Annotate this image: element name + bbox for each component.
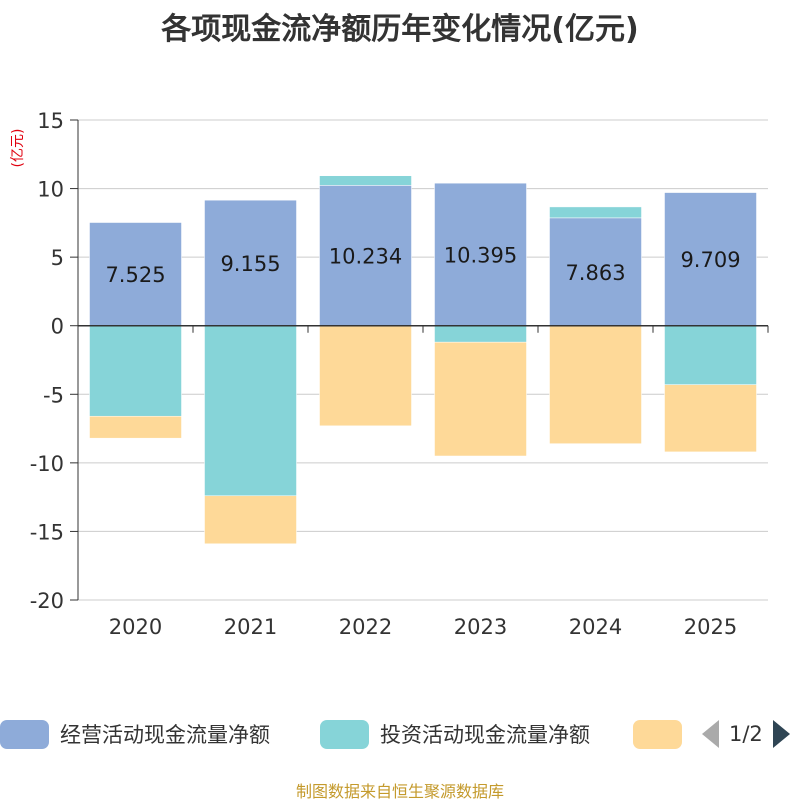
bar-2024-series-0 [549, 217, 642, 326]
data-label-2024: 7.863 [565, 261, 625, 285]
bar-2023-series-2 [434, 341, 527, 457]
legend: 经营活动现金流量净额 投资活动现金流量净额 1/2 [0, 716, 800, 756]
bar-2022-series-2 [319, 325, 412, 427]
y-tick-label: -15 [30, 520, 64, 544]
bar-2024-series-1 [549, 206, 642, 219]
legend-pager: 1/2 [702, 716, 790, 752]
source-footer: 制图数据来自恒生聚源数据库 [295, 782, 504, 801]
data-label-2020: 7.525 [105, 263, 165, 287]
y-axis-unit-label: (亿元) [10, 129, 26, 168]
legend-next-icon[interactable] [772, 720, 790, 748]
legend-item-financing[interactable] [633, 716, 682, 752]
data-label-2022: 10.234 [329, 245, 402, 269]
bar-2020-series-0 [89, 222, 182, 326]
legend-swatch-investing [320, 719, 369, 749]
bar-2025-series-2 [664, 384, 757, 453]
bar-2022-series-0 [319, 185, 412, 326]
chart-title: 各项现金流净额历年变化情况(亿元) [161, 12, 639, 47]
y-tick-label: 15 [37, 109, 64, 133]
data-label-2025: 9.709 [680, 248, 740, 272]
bar-2025-series-0 [664, 192, 757, 326]
data-label-2023: 10.395 [444, 243, 517, 267]
bar-2020-series-1 [89, 325, 182, 417]
bar-2021-series-1 [204, 325, 297, 497]
x-tick-label-2023: 2023 [454, 615, 507, 639]
x-tick-label-2021: 2021 [224, 615, 277, 639]
bar-2021-series-0 [204, 199, 297, 326]
legend-label-investing: 投资活动现金流量净额 [380, 723, 590, 747]
y-tick-label: 0 [51, 315, 64, 339]
legend-swatch-operating [0, 719, 49, 749]
y-tick-label: 10 [37, 178, 64, 202]
x-tick-label-2024: 2024 [569, 615, 622, 639]
bar-2020-series-2 [89, 415, 182, 439]
y-tick-label: -5 [43, 383, 64, 407]
bar-2023-series-1 [434, 325, 527, 343]
y-tick-label: -10 [30, 452, 64, 476]
legend-page-text: 1/2 [729, 722, 763, 746]
legend-prev-icon[interactable] [702, 720, 719, 748]
bar-2022-series-1 [319, 175, 412, 186]
legend-item-operating[interactable]: 经营活动现金流量净额 [0, 716, 270, 752]
y-tick-label: 5 [51, 246, 64, 270]
bar-2023-series-0 [434, 182, 527, 326]
legend-label-operating: 经营活动现金流量净额 [60, 723, 270, 747]
bar-2021-series-2 [204, 495, 297, 545]
bar-2025-series-1 [664, 325, 757, 385]
x-tick-label-2022: 2022 [339, 615, 392, 639]
bar-2024-series-2 [549, 325, 642, 444]
legend-swatch-financing [633, 719, 682, 749]
legend-item-investing[interactable]: 投资活动现金流量净额 [320, 716, 590, 752]
x-tick-label-2025: 2025 [684, 615, 737, 639]
data-label-2021: 9.155 [220, 252, 280, 276]
x-tick-label-2020: 2020 [109, 615, 162, 639]
y-tick-label: -20 [30, 589, 64, 613]
